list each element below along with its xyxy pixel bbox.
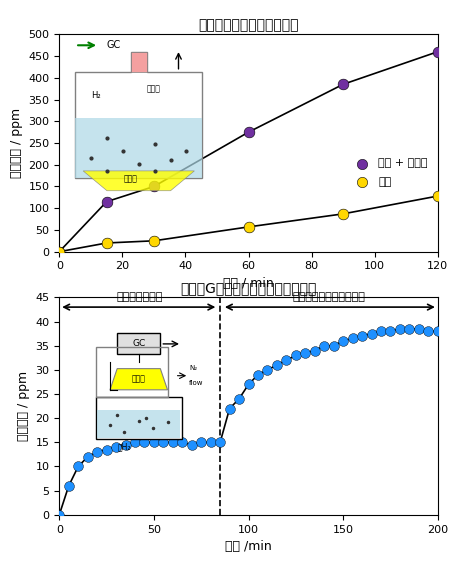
Point <box>348 334 355 343</box>
Point <box>56 247 63 256</box>
Legend: 加熱 + 光照射, 加熱: 加熱 + 光照射, 加熱 <box>345 154 431 192</box>
Point <box>226 404 233 413</box>
Point <box>310 346 318 355</box>
Text: 加熱と光照射による変化: 加熱と光照射による変化 <box>292 292 364 302</box>
Point <box>433 327 440 336</box>
Y-axis label: 水素濃度 / ppm: 水素濃度 / ppm <box>17 371 30 441</box>
Point <box>103 197 110 206</box>
Point <box>292 351 299 360</box>
Point <box>433 192 440 201</box>
Point <box>178 438 186 447</box>
Point <box>75 462 82 471</box>
Point <box>56 247 63 256</box>
Point <box>254 370 261 379</box>
Text: 加熱による変化: 加熱による変化 <box>116 292 162 302</box>
Point <box>377 327 384 336</box>
Point <box>169 438 176 447</box>
Point <box>395 324 403 333</box>
Point <box>339 80 346 89</box>
Point <box>131 438 138 447</box>
Point <box>235 394 242 403</box>
X-axis label: 時間 /min: 時間 /min <box>225 540 271 553</box>
Point <box>358 332 365 341</box>
Point <box>405 324 412 333</box>
Point <box>112 443 119 452</box>
Point <box>150 236 157 245</box>
Point <box>216 438 223 447</box>
Title: 閉鎖式試験による水素生成: 閉鎖式試験による水素生成 <box>198 18 298 32</box>
Point <box>244 223 252 232</box>
Point <box>244 128 252 137</box>
Point <box>121 440 129 450</box>
Point <box>84 452 91 462</box>
Point <box>414 324 421 333</box>
Title: 開放式G通気式試験による水素生成: 開放式G通気式試験による水素生成 <box>180 281 316 295</box>
Point <box>367 329 374 338</box>
Point <box>93 447 101 456</box>
Point <box>197 438 204 447</box>
Point <box>263 366 270 375</box>
Point <box>282 356 289 365</box>
Point <box>188 440 195 450</box>
Point <box>150 182 157 191</box>
Point <box>433 47 440 56</box>
Point <box>65 481 72 490</box>
Point <box>207 438 214 447</box>
Point <box>339 209 346 219</box>
Point <box>150 438 157 447</box>
Point <box>159 438 167 447</box>
Point <box>103 239 110 248</box>
Point <box>339 336 346 345</box>
Point <box>301 348 308 358</box>
Y-axis label: 水素濃度 / ppm: 水素濃度 / ppm <box>10 108 23 178</box>
X-axis label: 時間 / min: 時間 / min <box>222 277 273 290</box>
Point <box>244 380 252 389</box>
Point <box>320 341 327 350</box>
Point <box>424 327 431 336</box>
Point <box>386 327 393 336</box>
Point <box>103 445 110 454</box>
Point <box>329 341 337 350</box>
Point <box>141 438 148 447</box>
Point <box>273 360 280 370</box>
Point <box>56 510 63 519</box>
